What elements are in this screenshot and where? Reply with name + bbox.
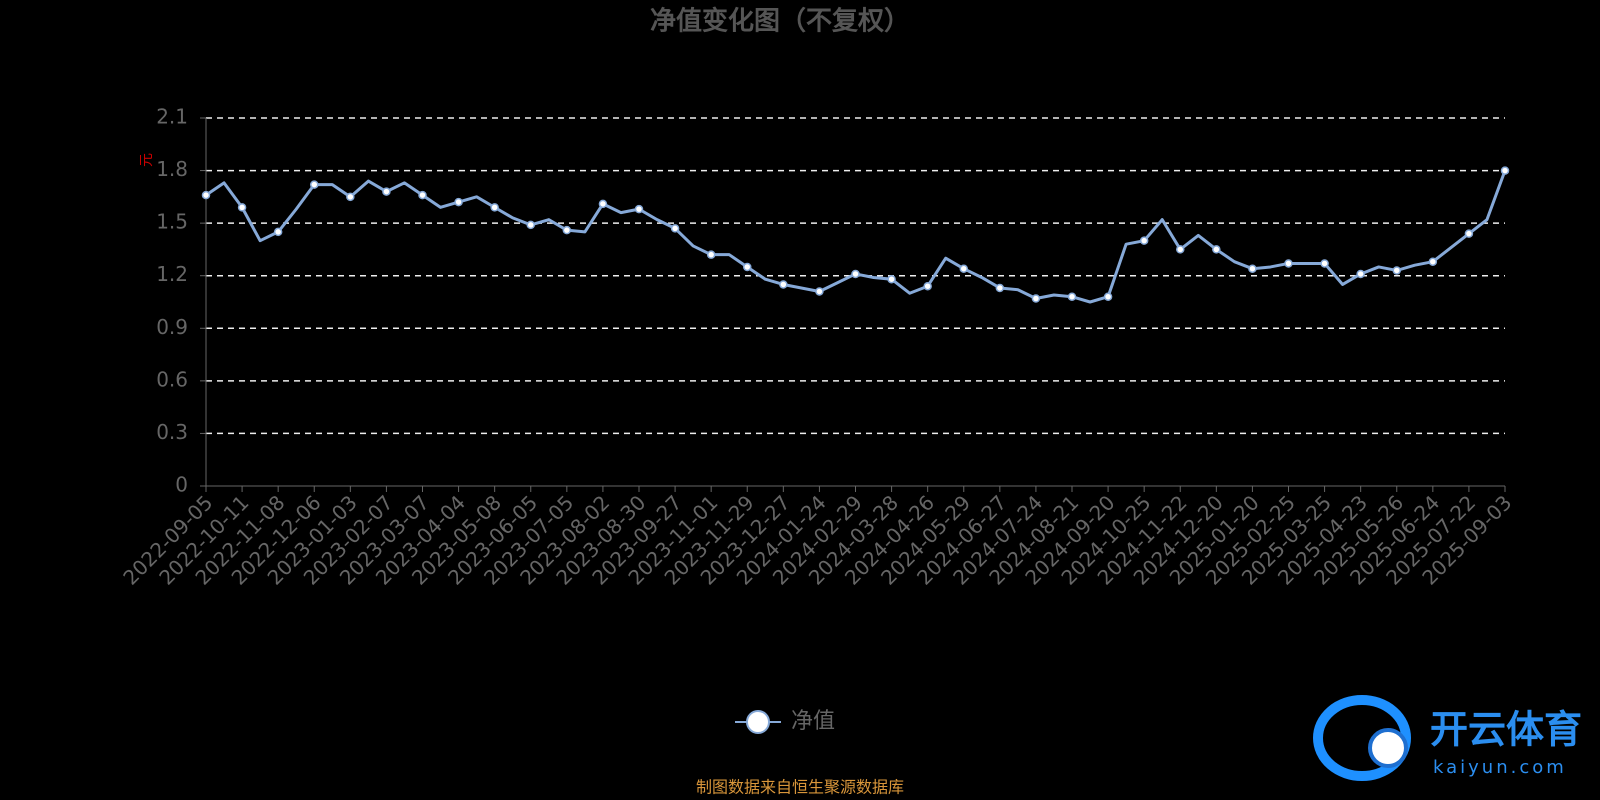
point-marker bbox=[959, 264, 968, 273]
point-marker bbox=[346, 192, 355, 202]
point-marker bbox=[923, 281, 932, 291]
y-tick-label: 0.6 bbox=[156, 367, 188, 391]
point-marker bbox=[1176, 245, 1185, 254]
y-tick-label: 0.9 bbox=[156, 315, 188, 339]
point-marker bbox=[310, 180, 319, 189]
source-note: 制图数据来自恒生聚源数据库 bbox=[696, 778, 904, 797]
point-marker bbox=[1392, 266, 1401, 275]
y-tick-label: 2.1 bbox=[156, 105, 188, 129]
point-marker bbox=[743, 262, 752, 272]
point-marker bbox=[1103, 292, 1113, 301]
logo-ring bbox=[1313, 695, 1411, 781]
point-marker bbox=[1464, 229, 1474, 238]
point-marker bbox=[1500, 166, 1510, 175]
point-marker bbox=[1031, 294, 1041, 303]
point-marker bbox=[382, 187, 391, 196]
point-marker bbox=[1067, 292, 1077, 301]
point-marker bbox=[1139, 236, 1149, 245]
y-axis-label: 元 bbox=[139, 153, 155, 167]
point-marker bbox=[454, 197, 463, 207]
logo-ball bbox=[1368, 728, 1408, 768]
point-marker bbox=[1212, 245, 1221, 254]
point-marker bbox=[237, 203, 247, 212]
point-marker bbox=[851, 269, 860, 279]
legend-marker bbox=[746, 710, 770, 734]
point-marker bbox=[887, 274, 896, 284]
y-tick-label: 1.8 bbox=[156, 157, 188, 181]
point-marker bbox=[562, 225, 572, 235]
point-marker bbox=[1248, 264, 1257, 273]
point-marker bbox=[1284, 259, 1293, 268]
point-marker bbox=[273, 227, 283, 237]
point-marker bbox=[670, 224, 680, 233]
legend-label: 净值 bbox=[791, 709, 835, 734]
point-marker bbox=[1320, 259, 1329, 268]
y-tick-label: 1.5 bbox=[156, 210, 188, 234]
chart-title: 净值变化图（不复权） bbox=[650, 6, 910, 37]
point-marker bbox=[201, 190, 211, 200]
point-marker bbox=[598, 199, 608, 209]
point-marker bbox=[1356, 269, 1365, 279]
point-marker bbox=[779, 280, 788, 289]
point-marker bbox=[418, 190, 427, 200]
point-marker bbox=[526, 220, 535, 230]
y-tick-label: 1.2 bbox=[156, 262, 188, 286]
point-marker bbox=[706, 250, 716, 259]
y-tick-label: 0 bbox=[175, 473, 188, 497]
series-line bbox=[205, 170, 1507, 304]
point-marker bbox=[815, 287, 824, 296]
point-marker bbox=[634, 204, 644, 214]
watermark-url: kaiyun.com bbox=[1433, 757, 1567, 778]
y-tick-label: 0.3 bbox=[156, 420, 188, 444]
point-marker bbox=[995, 283, 1005, 293]
watermark: 开云体育 kaiyun.com bbox=[1313, 695, 1582, 781]
point-marker bbox=[1428, 257, 1438, 266]
watermark-brand: 开云体育 bbox=[1430, 708, 1582, 752]
point-marker bbox=[490, 203, 499, 212]
